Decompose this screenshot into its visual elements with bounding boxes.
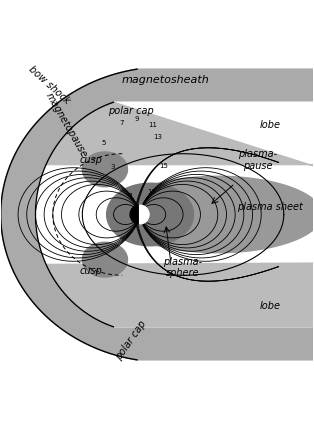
Wedge shape xyxy=(140,206,149,224)
Polygon shape xyxy=(35,103,313,327)
Text: 9: 9 xyxy=(135,116,139,122)
Text: lobe: lobe xyxy=(259,300,280,310)
Text: magnetopause: magnetopause xyxy=(44,91,89,159)
Text: 13: 13 xyxy=(153,134,162,140)
Text: 7: 7 xyxy=(119,119,124,125)
Text: polar cap: polar cap xyxy=(114,318,148,361)
Text: cusp: cusp xyxy=(79,154,102,165)
Text: 1: 1 xyxy=(128,192,132,198)
Text: cusp: cusp xyxy=(79,265,102,276)
Text: bow shock: bow shock xyxy=(27,64,72,106)
Polygon shape xyxy=(46,264,313,327)
Text: 15: 15 xyxy=(160,163,168,169)
Polygon shape xyxy=(82,153,127,187)
Text: 11: 11 xyxy=(148,122,157,128)
Text: lobe: lobe xyxy=(259,120,280,130)
Text: magnetosheath: magnetosheath xyxy=(122,75,209,85)
Text: plasma-
pause: plasma- pause xyxy=(238,149,277,170)
Text: plasma sheet: plasma sheet xyxy=(237,201,303,211)
Circle shape xyxy=(130,206,149,224)
Text: 3: 3 xyxy=(111,163,115,169)
Polygon shape xyxy=(46,103,313,166)
Polygon shape xyxy=(114,177,314,253)
Text: 5: 5 xyxy=(101,139,106,145)
Text: plasma-
sphere: plasma- sphere xyxy=(164,256,203,278)
Text: 17: 17 xyxy=(147,189,156,195)
Polygon shape xyxy=(1,70,313,360)
Text: polar cap: polar cap xyxy=(108,106,154,116)
Polygon shape xyxy=(107,184,193,246)
Polygon shape xyxy=(82,243,127,277)
